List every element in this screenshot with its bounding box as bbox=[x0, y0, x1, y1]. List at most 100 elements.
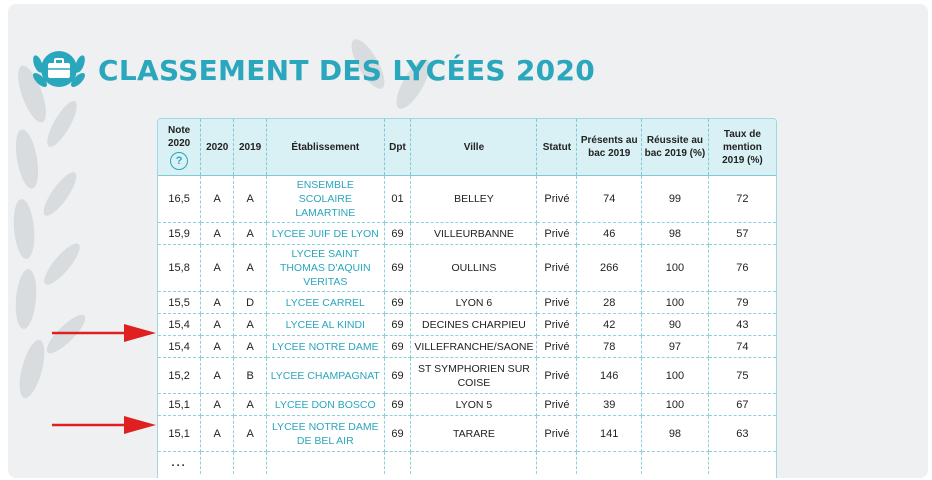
cell-ville: OULLINS bbox=[410, 244, 538, 292]
cell-c2019: A bbox=[233, 222, 268, 245]
cell-c2019: A bbox=[233, 393, 268, 416]
cell-taux: 43 bbox=[708, 313, 776, 336]
cell-statut: Privé bbox=[536, 393, 578, 416]
cell-c2020: A bbox=[200, 291, 235, 314]
cell-reussite: 100 bbox=[641, 244, 709, 292]
table-row: 15,1 A A LYCEE DON BOSCO 69 LYON 5 Privé 39 100 6… bbox=[158, 393, 776, 416]
column-header-presents[interactable]: Présents au bac 2019 bbox=[576, 119, 643, 176]
cell-dpt: 01 bbox=[384, 175, 412, 223]
cell-note: 15,2 bbox=[158, 357, 202, 394]
cell-dpt: 69 bbox=[384, 222, 412, 245]
cell-c2019: A bbox=[233, 175, 268, 223]
cell-empty bbox=[641, 451, 709, 474]
cell-taux: 74 bbox=[708, 335, 776, 358]
table-row: 16,5 A A ENSEMBLE SCOLAIRE LAMARTINE 01 BELLE… bbox=[158, 175, 776, 223]
cell-note: 15,9 bbox=[158, 222, 202, 245]
cell-dpt: 69 bbox=[384, 357, 412, 394]
cell-etab[interactable]: LYCEE JUIF DE LYON bbox=[266, 222, 385, 245]
column-header-statut[interactable]: Statut bbox=[536, 119, 578, 176]
cell-dpt: 69 bbox=[384, 393, 412, 416]
cell-note: 15,4 bbox=[158, 313, 202, 336]
cell-taux: 79 bbox=[708, 291, 776, 314]
cell-taux: 72 bbox=[708, 175, 776, 223]
briefcase-badge-icon bbox=[33, 51, 85, 87]
column-header-2020[interactable]: 2020 bbox=[200, 119, 235, 176]
cell-reussite: 90 bbox=[641, 313, 709, 336]
cell-taux: 67 bbox=[708, 393, 776, 416]
cell-note: 15,8 bbox=[158, 244, 202, 292]
cell-dpt: 69 bbox=[384, 291, 412, 314]
cell-etab[interactable]: LYCEE AL KINDI bbox=[266, 313, 385, 336]
help-icon[interactable]: ? bbox=[170, 152, 189, 170]
cell-dpt: 69 bbox=[384, 244, 412, 292]
cell-note: 15,5 bbox=[158, 291, 202, 314]
cell-presents: 78 bbox=[576, 335, 643, 358]
table-row: 15,1 A A LYCEE NOTRE DAME DE BEL AIR 69 TARAR… bbox=[158, 415, 776, 452]
more-indicator: ... bbox=[158, 451, 202, 474]
cell-ville: VILLEFRANCHE/SAONE bbox=[410, 335, 538, 358]
cell-c2019: A bbox=[233, 244, 268, 292]
cell-empty bbox=[384, 451, 412, 474]
red-arrow-icon bbox=[52, 416, 156, 434]
column-header-ville[interactable]: Ville bbox=[410, 119, 538, 176]
cell-reussite: 100 bbox=[641, 357, 709, 394]
column-header-2019[interactable]: 2019 bbox=[233, 119, 268, 176]
cell-statut: Privé bbox=[536, 357, 578, 394]
cell-c2020: A bbox=[200, 393, 235, 416]
cell-etab[interactable]: ENSEMBLE SCOLAIRE LAMARTINE bbox=[266, 175, 385, 223]
cell-c2019: A bbox=[233, 415, 268, 452]
cell-statut: Privé bbox=[536, 244, 578, 292]
cell-c2019: A bbox=[233, 335, 268, 358]
page-header: CLASSEMENT DES LYCÉES 2020 bbox=[30, 40, 595, 100]
cell-c2020: A bbox=[200, 313, 235, 336]
red-arrow-icon bbox=[52, 324, 156, 342]
column-header-reussite[interactable]: Réussite au bac 2019 (%) bbox=[641, 119, 709, 176]
cell-taux: 76 bbox=[708, 244, 776, 292]
column-header-note[interactable]: Note 2020 ? bbox=[158, 119, 202, 176]
cell-reussite: 100 bbox=[641, 291, 709, 314]
cell-presents: 266 bbox=[576, 244, 643, 292]
cell-ville: VILLEURBANNE bbox=[410, 222, 538, 245]
cell-c2020: A bbox=[200, 415, 235, 452]
column-header-taux[interactable]: Taux de mention 2019 (%) bbox=[708, 119, 776, 176]
cell-statut: Privé bbox=[536, 415, 578, 452]
cell-etab[interactable]: LYCEE SAINT THOMAS D'AQUIN VERITAS bbox=[266, 244, 385, 292]
table-header-row: Note 2020 ? 2020 2019 Établissement Dpt … bbox=[158, 119, 776, 176]
page-title: CLASSEMENT DES LYCÉES 2020 bbox=[98, 53, 596, 87]
cell-reussite: 100 bbox=[641, 393, 709, 416]
cell-etab[interactable]: LYCEE NOTRE DAME DE BEL AIR bbox=[266, 415, 385, 452]
cell-dpt: 69 bbox=[384, 415, 412, 452]
ranking-table: Note 2020 ? 2020 2019 Établissement Dpt … bbox=[158, 119, 776, 474]
column-header-etablissement[interactable]: Établissement bbox=[266, 119, 385, 176]
cell-c2020: A bbox=[200, 175, 235, 223]
cell-taux: 57 bbox=[708, 222, 776, 245]
cell-presents: 146 bbox=[576, 357, 643, 394]
cell-presents: 28 bbox=[576, 291, 643, 314]
table-row: 15,9 A A LYCEE JUIF DE LYON 69 VILLEURBANNE Pr… bbox=[158, 222, 776, 245]
cell-ville: BELLEY bbox=[410, 175, 538, 223]
cell-empty bbox=[576, 451, 643, 474]
cell-note: 15,1 bbox=[158, 393, 202, 416]
cell-ville: TARARE bbox=[410, 415, 538, 452]
cell-taux: 63 bbox=[708, 415, 776, 452]
cell-c2019: B bbox=[233, 357, 268, 394]
cell-ville: DECINES CHARPIEU bbox=[410, 313, 538, 336]
cell-note: 15,1 bbox=[158, 415, 202, 452]
cell-c2020: A bbox=[200, 244, 235, 292]
cell-empty bbox=[410, 451, 538, 474]
cell-reussite: 99 bbox=[641, 175, 709, 223]
column-header-dpt[interactable]: Dpt bbox=[384, 119, 412, 176]
cell-statut: Privé bbox=[536, 335, 578, 358]
cell-c2019: D bbox=[233, 291, 268, 314]
page-panel: CLASSEMENT DES LYCÉES 2020 Note 2020 ? 2… bbox=[8, 4, 928, 478]
cell-reussite: 97 bbox=[641, 335, 709, 358]
cell-etab[interactable]: LYCEE NOTRE DAME bbox=[266, 335, 385, 358]
cell-statut: Privé bbox=[536, 313, 578, 336]
cell-etab[interactable]: LYCEE CHAMPAGNAT bbox=[266, 357, 385, 394]
cell-c2020: A bbox=[200, 335, 235, 358]
cell-presents: 74 bbox=[576, 175, 643, 223]
cell-etab[interactable]: LYCEE DON BOSCO bbox=[266, 393, 385, 416]
cell-note: 16,5 bbox=[158, 175, 202, 223]
cell-etab[interactable]: LYCEE CARREL bbox=[266, 291, 385, 314]
cell-reussite: 98 bbox=[641, 415, 709, 452]
